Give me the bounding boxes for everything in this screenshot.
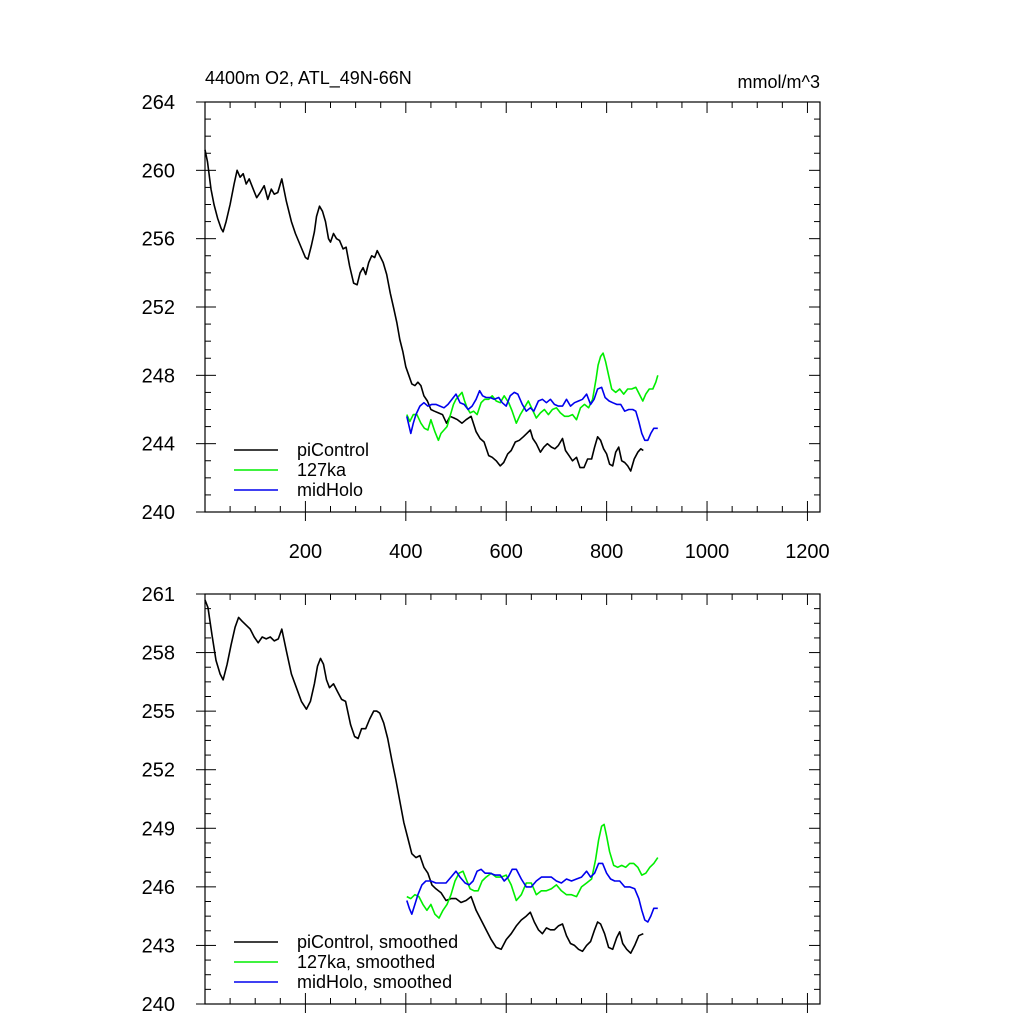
top-legend-label: 127ka [297, 460, 347, 480]
bottom-y-tick-label: 252 [142, 760, 175, 782]
bottom-legend-label: midHolo, smoothed [297, 972, 452, 992]
bottom-y-tick-label: 261 [142, 584, 175, 606]
bottom-y-tick-label: 258 [142, 643, 175, 665]
bottom-y-tick-label: 243 [142, 935, 175, 957]
bottom-panel: 240 243 246 249 252 255 258 261 piControl, smoo… [142, 584, 821, 1016]
top-y-tick-label: 256 [142, 229, 175, 251]
top-y-tick-label: 264 [142, 92, 175, 114]
top-y-tick-label: 260 [142, 160, 175, 182]
top-series-picontrol-line [204, 149, 644, 472]
top-y-tick-label: 244 [142, 434, 175, 456]
top-series-127ka-line [406, 352, 659, 442]
bottom-series-127ka-line [406, 823, 659, 919]
top-panel-title: 4400m O2, ATL_49N-66N [205, 68, 412, 89]
top-x-tick-label: 200 [289, 541, 322, 563]
bottom-legend-label: piControl, smoothed [297, 932, 458, 952]
top-x-tick-label: 600 [490, 541, 523, 563]
top-legend-label: midHolo [297, 480, 363, 500]
bottom-y-tick-label: 240 [142, 994, 175, 1016]
bottom-y-tick-label: 255 [142, 701, 175, 723]
bottom-axis-ticks: 240 243 246 249 252 255 258 261 [142, 584, 820, 1016]
top-panel-units: mmol/m^3 [738, 72, 820, 92]
top-y-tick-label: 248 [142, 365, 175, 387]
bottom-series-midholo-line [406, 862, 658, 923]
top-x-tick-label: 1200 [785, 541, 830, 563]
bottom-series-group [204, 599, 659, 954]
top-x-tick-label: 400 [389, 541, 422, 563]
top-y-tick-label: 252 [142, 297, 175, 319]
top-series-midholo-line [406, 386, 658, 442]
top-x-tick-label: 800 [590, 541, 623, 563]
bottom-legend-label: 127ka, smoothed [297, 952, 435, 972]
bottom-series-picontrol-line [204, 599, 644, 954]
top-x-tick-label: 1000 [685, 541, 730, 563]
top-legend-label: piControl [297, 440, 369, 460]
top-y-tick-label: 240 [142, 502, 175, 524]
top-series-group [204, 149, 659, 472]
bottom-y-tick-label: 246 [142, 877, 175, 899]
bottom-y-tick-label: 249 [142, 818, 175, 840]
top-panel: 4400m O2, ATL_49N-66N mmol/m^3 200 400 600… [142, 68, 830, 563]
top-axis-ticks: 200 400 600 800 1000 1200 240 244 248 252 256 260 26… [142, 92, 830, 563]
